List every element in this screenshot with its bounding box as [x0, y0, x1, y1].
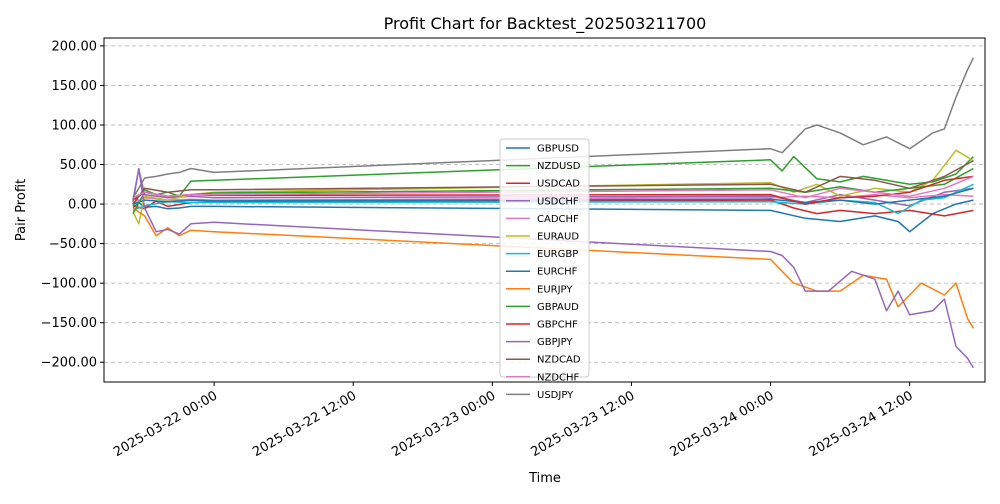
- x-axis-label: Time: [528, 471, 561, 486]
- series-line-gbpusd: [132, 199, 974, 233]
- plot-frame: [103, 37, 986, 383]
- series-line-nzdcad: [132, 159, 974, 205]
- series-line-gbpjpy: [132, 167, 975, 369]
- y-tick-label: 200.00: [52, 39, 98, 54]
- legend-label: EURAUD: [537, 232, 579, 243]
- y-tick-label: −50.00: [49, 237, 97, 252]
- x-tick-label: 2025-03-24 12:00: [807, 388, 916, 460]
- y-tick-label: −200.00: [41, 356, 97, 371]
- y-axis-label: Pair Profit: [14, 179, 29, 241]
- legend-label: EURCHF: [537, 267, 578, 278]
- legend-label: USDJPY: [537, 390, 574, 401]
- series-line-usdchf: [132, 168, 974, 207]
- series-layer: [132, 57, 975, 369]
- series-line-eurchf: [132, 187, 974, 205]
- legend-label: GBPJPY: [537, 337, 573, 348]
- legend-label: EURJPY: [537, 284, 573, 295]
- x-tick-label: 2025-03-22 12:00: [250, 388, 359, 460]
- series-line-nzdchf: [132, 175, 974, 199]
- x-tick-label: 2025-03-22 00:00: [111, 388, 220, 460]
- series-line-usdjpy: [132, 57, 975, 199]
- legend-label: GBPCHF: [537, 320, 578, 331]
- y-axis: 200.00 150.00 100.00 50.00 0.00 −50.00 −100.00…: [41, 39, 104, 371]
- chart-title: Profit Chart for Backtest_202503211700: [384, 14, 707, 34]
- legend-label: GBPUSD: [537, 144, 579, 155]
- legend: GBPUSD NZDUSD USDCAD USDCHF CADCHF EURAUD EURG…: [499, 138, 590, 401]
- legend-label: USDCAD: [537, 179, 580, 190]
- y-tick-label: 0.00: [68, 198, 97, 213]
- series-line-euraud: [132, 149, 974, 225]
- y-tick-label: 50.00: [60, 158, 97, 173]
- y-tick-label: 100.00: [52, 118, 98, 133]
- legend-label: NZDUSD: [537, 161, 581, 172]
- y-tick-label: −100.00: [41, 277, 97, 292]
- legend-label: USDCHF: [537, 196, 579, 207]
- y-tick-label: −150.00: [41, 316, 97, 331]
- x-tick-label: 2025-03-24 00:00: [668, 388, 777, 460]
- legend-label: NZDCHF: [537, 372, 580, 383]
- legend-label: CADCHF: [537, 214, 579, 225]
- legend-box: [499, 138, 590, 378]
- legend-label: NZDCAD: [537, 355, 581, 366]
- legend-label: EURGBP: [537, 249, 578, 260]
- legend-label: GBPAUD: [537, 302, 579, 313]
- y-tick-label: 150.00: [52, 79, 98, 94]
- x-tick-label: 2025-03-23 00:00: [389, 388, 498, 460]
